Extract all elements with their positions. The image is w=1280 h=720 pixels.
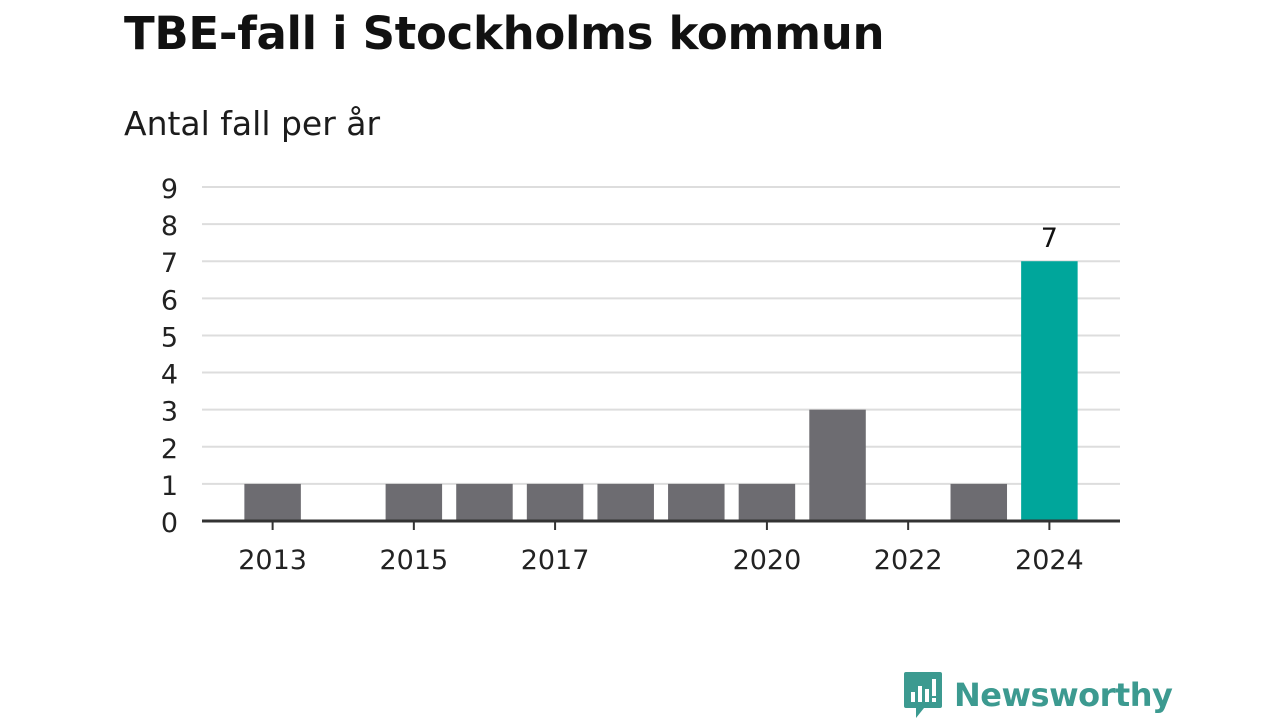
bar-chart: 0 1 2 3 4 5 6 7 8 9 7 2013 2015 2017 2020 2022 2024 [161, 174, 1120, 576]
y-tick-label: 2 [161, 434, 178, 465]
gridlines [202, 186, 1120, 485]
bar-2013 [244, 483, 301, 521]
bar-2017 [526, 483, 584, 521]
bar-2016 [456, 483, 513, 521]
x-tick-label: 2022 [874, 545, 943, 576]
bar-2018 [597, 483, 654, 521]
brand-name: Newsworthy [954, 676, 1173, 714]
chart-subtitle: Antal fall per år [124, 104, 381, 143]
x-tick-label: 2020 [733, 545, 802, 576]
y-tick-label: 8 [161, 211, 178, 242]
x-tick-label: 2024 [1015, 545, 1084, 576]
chart-title: TBE-fall i Stockholms kommun [124, 7, 885, 60]
y-axis-ticks: 0 1 2 3 4 5 6 7 8 9 [161, 174, 178, 539]
bars [244, 261, 1078, 521]
bar-2015 [385, 483, 443, 521]
data-labels: 7 [1041, 223, 1058, 254]
y-tick-label: 7 [161, 248, 178, 279]
x-axis: 2013 2015 2017 2020 2022 2024 [202, 519, 1120, 576]
y-tick-label: 1 [161, 471, 178, 502]
x-tick-label: 2017 [521, 545, 590, 576]
y-tick-label: 4 [161, 360, 178, 391]
y-tick-label: 0 [161, 508, 178, 539]
x-tick-label: 2013 [238, 545, 307, 576]
y-tick-label: 6 [161, 285, 178, 316]
newsworthy-logo: Newsworthy [902, 670, 1173, 720]
y-tick-label: 9 [161, 174, 178, 205]
data-label-2024: 7 [1041, 223, 1058, 254]
bar-2024 [1021, 261, 1078, 521]
bar-2020 [738, 483, 796, 521]
y-tick-label: 5 [161, 322, 178, 353]
bar-2019 [668, 483, 725, 521]
y-tick-label: 3 [161, 397, 178, 428]
x-tick-label: 2015 [379, 545, 448, 576]
newsworthy-logo-icon [904, 672, 942, 718]
bar-2023 [950, 483, 1008, 521]
bar-2021 [809, 409, 866, 521]
